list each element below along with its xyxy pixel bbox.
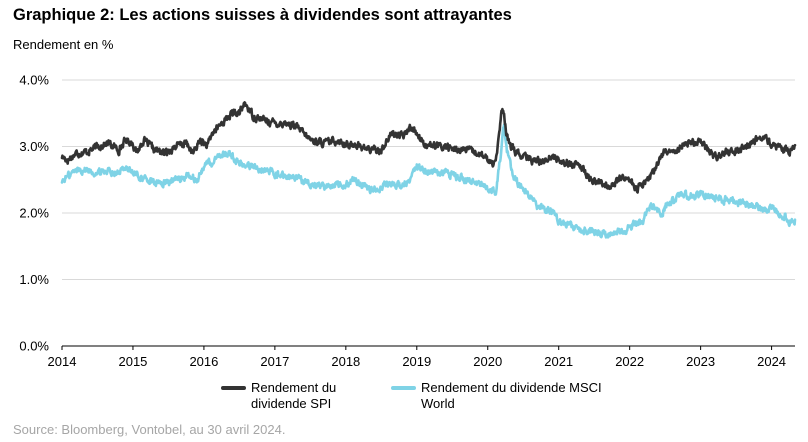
legend-swatch-spi	[221, 386, 246, 390]
legend-item-spi: Rendement du dividende SPI	[221, 380, 336, 412]
source-note: Source: Bloomberg, Vontobel, au 30 avril…	[13, 422, 286, 437]
legend-label-spi-line-2: dividende SPI	[251, 396, 332, 411]
chart-title: Graphique 2: Les actions suisses à divid…	[13, 6, 512, 24]
tick-labels: 0.0% 1.0% 2.0% 3.0% 4.0% 2014 2015 2016 2017 2018…	[19, 73, 786, 370]
legend-label-msci-line-1: Rendement du dividende MSCI	[421, 380, 602, 395]
x-tick-label-5: 2019	[402, 354, 431, 369]
legend-swatch-msci	[391, 386, 416, 390]
y-axis-unit-label: Rendement en %	[13, 37, 114, 52]
y-tick-label-2: 2.0%	[19, 206, 49, 221]
x-tick-label-10: 2024	[757, 354, 786, 369]
y-tick-label-4: 4.0%	[19, 73, 49, 88]
x-tick-label-4: 2018	[331, 354, 360, 369]
x-tick-label-6: 2020	[473, 354, 502, 369]
axes	[61, 345, 795, 350]
x-tick-label-0: 2014	[48, 354, 77, 369]
x-tick-label-8: 2022	[615, 354, 644, 369]
series-line-spi	[60, 101, 797, 194]
x-tick-label-7: 2021	[544, 354, 573, 369]
legend-label-msci: Rendement du dividende MSCI World	[421, 380, 602, 412]
legend-item-msci: Rendement du dividende MSCI World	[391, 380, 602, 412]
y-tick-label-0: 0.0%	[19, 339, 49, 354]
legend-label-spi-line-1: Rendement du	[251, 380, 337, 395]
x-tick-label-9: 2023	[686, 354, 715, 369]
series-lines	[60, 101, 797, 239]
y-tick-label-1: 1.0%	[19, 272, 49, 287]
x-tick-label-3: 2017	[260, 354, 289, 369]
y-tick-label-3: 3.0%	[19, 139, 49, 154]
x-tick-label-2: 2016	[189, 354, 218, 369]
series-line-msci	[60, 123, 797, 239]
legend-label-msci-line-2: World	[421, 396, 455, 411]
x-tick-label-1: 2015	[118, 354, 147, 369]
legend-label-spi: Rendement du dividende SPI	[251, 380, 336, 412]
